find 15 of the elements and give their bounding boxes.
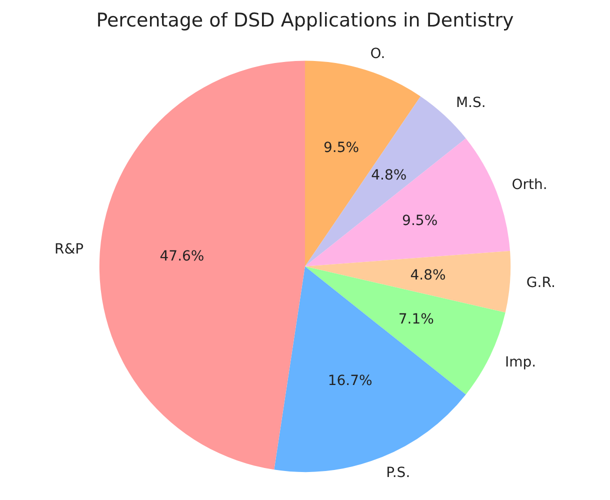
slice-label: G.R. bbox=[526, 274, 556, 291]
slice-label: O. bbox=[370, 46, 386, 62]
slice-label: Orth. bbox=[512, 176, 548, 193]
data-label: 47.6% bbox=[160, 248, 204, 265]
chart-title: Percentage of DSD Applications in Dentistry bbox=[96, 9, 514, 32]
data-label: 9.5% bbox=[402, 212, 438, 229]
data-label: 7.1% bbox=[398, 312, 434, 328]
data-label: 4.8% bbox=[371, 168, 407, 184]
slice-label: R&P bbox=[54, 241, 84, 258]
slice-label: P.S. bbox=[386, 464, 410, 481]
slice-label: M.S. bbox=[456, 95, 486, 112]
data-label: 16.7% bbox=[328, 372, 372, 389]
slice-label: Imp. bbox=[505, 354, 536, 370]
data-label: 9.5% bbox=[323, 140, 360, 156]
data-label: 4.8% bbox=[410, 267, 446, 284]
